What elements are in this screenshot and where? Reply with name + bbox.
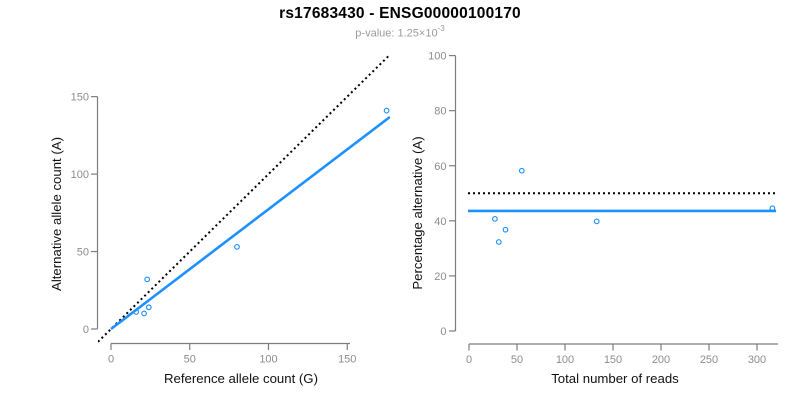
y-tick-label: 50 — [77, 247, 89, 259]
y-axis-title: Percentage alternative (A) — [410, 136, 425, 289]
y-tick-label: 40 — [434, 216, 446, 228]
data-point — [769, 205, 776, 212]
panel-percentage-alternative: 0 20 40 60 80 100 0 50 100 150 200 250 300 Total numb… — [410, 51, 778, 386]
x-tick-label: 100 — [259, 354, 277, 366]
p-value-text: p-value: 1.25×10 — [355, 27, 438, 40]
x-tick-label: 50 — [511, 354, 523, 366]
data-point — [141, 310, 147, 317]
data-point — [144, 276, 151, 283]
data-point — [495, 239, 502, 245]
data-point — [145, 304, 152, 311]
y-tick-label: 0 — [83, 324, 89, 336]
data-point — [518, 167, 525, 174]
y-tick-label: 100 — [428, 51, 446, 63]
x-tick-label: 0 — [466, 354, 472, 366]
data-point — [502, 226, 509, 233]
p-value-exponent: -3 — [437, 24, 445, 33]
y-axis-title: Alternative allele count (A) — [49, 137, 64, 291]
x-tick-label: 200 — [652, 354, 670, 366]
lines-layer — [468, 192, 776, 213]
data-point — [383, 107, 390, 114]
y-tick-label: 0 — [440, 326, 446, 338]
data-point — [133, 309, 140, 315]
y-tick-label: 60 — [434, 161, 446, 173]
x-axis-title: Total number of reads — [551, 371, 679, 386]
y-tick-label: 150 — [71, 92, 89, 104]
x-axis-title: Reference allele count (G) — [164, 371, 318, 386]
y-tick-label: 80 — [434, 106, 446, 118]
data-point — [234, 244, 240, 250]
points-layer — [492, 167, 776, 245]
lines-layer — [98, 54, 390, 343]
panel-allele-counts: 0 50 100 150 0 50 100 150 Reference allele count… — [49, 54, 390, 386]
x-tick-label: 150 — [604, 354, 622, 366]
data-point — [492, 216, 498, 222]
y-tick-label: 20 — [434, 271, 446, 283]
identity-line — [98, 54, 390, 343]
x-tick-label: 50 — [184, 354, 196, 366]
y-tick-label: 100 — [71, 169, 89, 181]
figure-subtitle: p-value: 1.25×10-3 — [0, 24, 800, 40]
figure-title: rs17683430 - ENSG00000100170 — [279, 5, 521, 22]
x-tick-label: 300 — [748, 354, 766, 366]
x-tick-label: 0 — [108, 354, 114, 366]
x-tick-label: 150 — [338, 354, 356, 366]
data-point — [593, 218, 600, 225]
x-tick-label: 250 — [700, 354, 718, 366]
fit-line — [110, 115, 390, 331]
points-layer — [133, 107, 390, 317]
x-tick-label: 100 — [556, 354, 574, 366]
